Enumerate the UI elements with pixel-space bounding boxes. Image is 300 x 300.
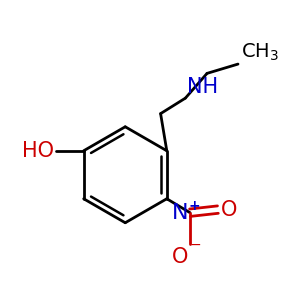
Text: O: O [172,247,188,267]
Text: HO: HO [22,141,54,161]
Text: +: + [189,199,200,213]
Text: CH$_3$: CH$_3$ [241,41,279,62]
Text: O: O [221,200,237,220]
Text: N: N [172,203,188,223]
Text: NH: NH [187,76,218,97]
Text: −: − [190,238,201,252]
